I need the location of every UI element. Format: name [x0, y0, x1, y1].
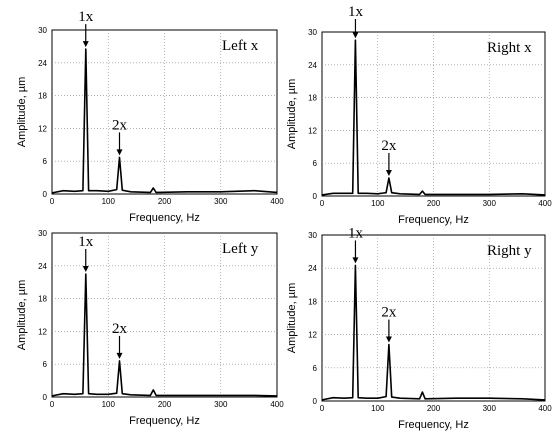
spectrum-line [321, 39, 546, 196]
y-tick-label: 30 [38, 26, 47, 35]
x-tick-label: 400 [270, 400, 284, 409]
panel-label: Right x [487, 40, 532, 56]
harmonic-label: 1x [348, 4, 364, 20]
y-tick-label: 0 [313, 397, 318, 406]
x-tick-label: 400 [538, 404, 552, 413]
x-tick-label: 0 [50, 197, 55, 206]
harmonic-label: 2x [381, 305, 397, 321]
panel-right-x: 0 100 200 300 400 0 6 12 18 24 30 Frequency, Hz Ampl… [286, 4, 552, 226]
panel-left-y: 0 100 200 300 400 0 6 12 18 24 30 Frequency, Hz Ampl… [16, 229, 284, 427]
spectrum-line [51, 273, 278, 397]
x-axis-label: Frequency, Hz [398, 214, 469, 226]
y-tick-label: 24 [308, 61, 317, 70]
y-tick-label: 0 [313, 192, 318, 201]
panel-right-y: 0 100 200 300 400 0 6 12 18 24 30 Frequency, Hz Ampl… [286, 225, 552, 431]
y-tick-label: 24 [308, 264, 317, 273]
harmonic-arrow-head [82, 41, 89, 48]
x-tick-label: 300 [483, 199, 497, 208]
x-axis-label: Frequency, Hz [129, 212, 200, 224]
y-tick-label: 18 [308, 297, 317, 306]
harmonic-label: 2x [112, 117, 128, 133]
panel-label: Left y [222, 241, 259, 257]
x-tick-label: 200 [158, 400, 172, 409]
y-tick-label: 30 [308, 28, 317, 37]
harmonic-arrow-head [116, 352, 123, 359]
harmonic-arrow-head [352, 32, 359, 39]
y-axis-label: Amplitude, µm [16, 77, 28, 148]
y-tick-label: 6 [313, 364, 318, 373]
x-tick-label: 300 [483, 404, 497, 413]
x-tick-label: 100 [102, 400, 116, 409]
x-tick-label: 200 [427, 404, 441, 413]
x-axis-label: Frequency, Hz [398, 419, 469, 431]
harmonic-arrow-head [82, 266, 89, 272]
y-tick-label: 18 [38, 295, 47, 304]
harmonic-label: 1x [348, 225, 364, 241]
y-tick-label: 6 [43, 360, 48, 369]
y-tick-label: 12 [308, 331, 317, 340]
y-tick-label: 18 [38, 92, 47, 101]
x-tick-label: 0 [320, 199, 325, 208]
y-tick-label: 12 [308, 126, 317, 135]
y-tick-label: 12 [38, 327, 47, 336]
y-tick-label: 30 [308, 231, 317, 240]
harmonic-label: 2x [381, 138, 397, 154]
x-tick-label: 400 [270, 197, 284, 206]
panel-label: Right y [487, 243, 532, 259]
y-tick-label: 12 [38, 124, 47, 133]
x-tick-label: 100 [102, 197, 116, 206]
y-tick-label: 0 [43, 393, 48, 402]
spectrum-line [321, 264, 546, 401]
y-axis-label: Amplitude, µm [286, 79, 298, 150]
y-axis-label: Amplitude, µm [16, 280, 28, 351]
y-tick-label: 6 [313, 159, 318, 168]
harmonic-arrow-head [385, 169, 392, 176]
x-tick-label: 400 [538, 199, 552, 208]
x-axis-label: Frequency, Hz [129, 415, 200, 427]
x-tick-label: 200 [427, 199, 441, 208]
panel-left-x: 0 100 200 300 400 0 6 12 18 24 30 Frequency, Hz Ampl… [16, 9, 284, 224]
x-tick-label: 300 [214, 400, 228, 409]
y-tick-label: 24 [38, 59, 47, 68]
y-tick-label: 24 [38, 262, 47, 271]
y-axis-label: Amplitude, µm [286, 283, 298, 354]
harmonic-arrow-head [352, 257, 359, 264]
harmonic-label: 1x [78, 9, 94, 25]
x-tick-label: 0 [50, 400, 55, 409]
x-tick-label: 0 [320, 404, 325, 413]
x-tick-label: 300 [214, 197, 228, 206]
spectrum-line [51, 48, 278, 194]
x-tick-label: 200 [158, 197, 172, 206]
panel-label: Left x [222, 38, 259, 54]
y-tick-label: 0 [43, 190, 48, 199]
y-tick-label: 18 [308, 94, 317, 103]
y-tick-label: 6 [43, 157, 48, 166]
x-tick-label: 100 [371, 404, 385, 413]
x-tick-label: 100 [371, 199, 385, 208]
harmonic-label: 1x [78, 234, 94, 250]
y-tick-label: 30 [38, 229, 47, 238]
harmonic-arrow-head [116, 149, 123, 156]
harmonic-arrow-head [385, 336, 392, 343]
harmonic-label: 2x [112, 321, 128, 337]
